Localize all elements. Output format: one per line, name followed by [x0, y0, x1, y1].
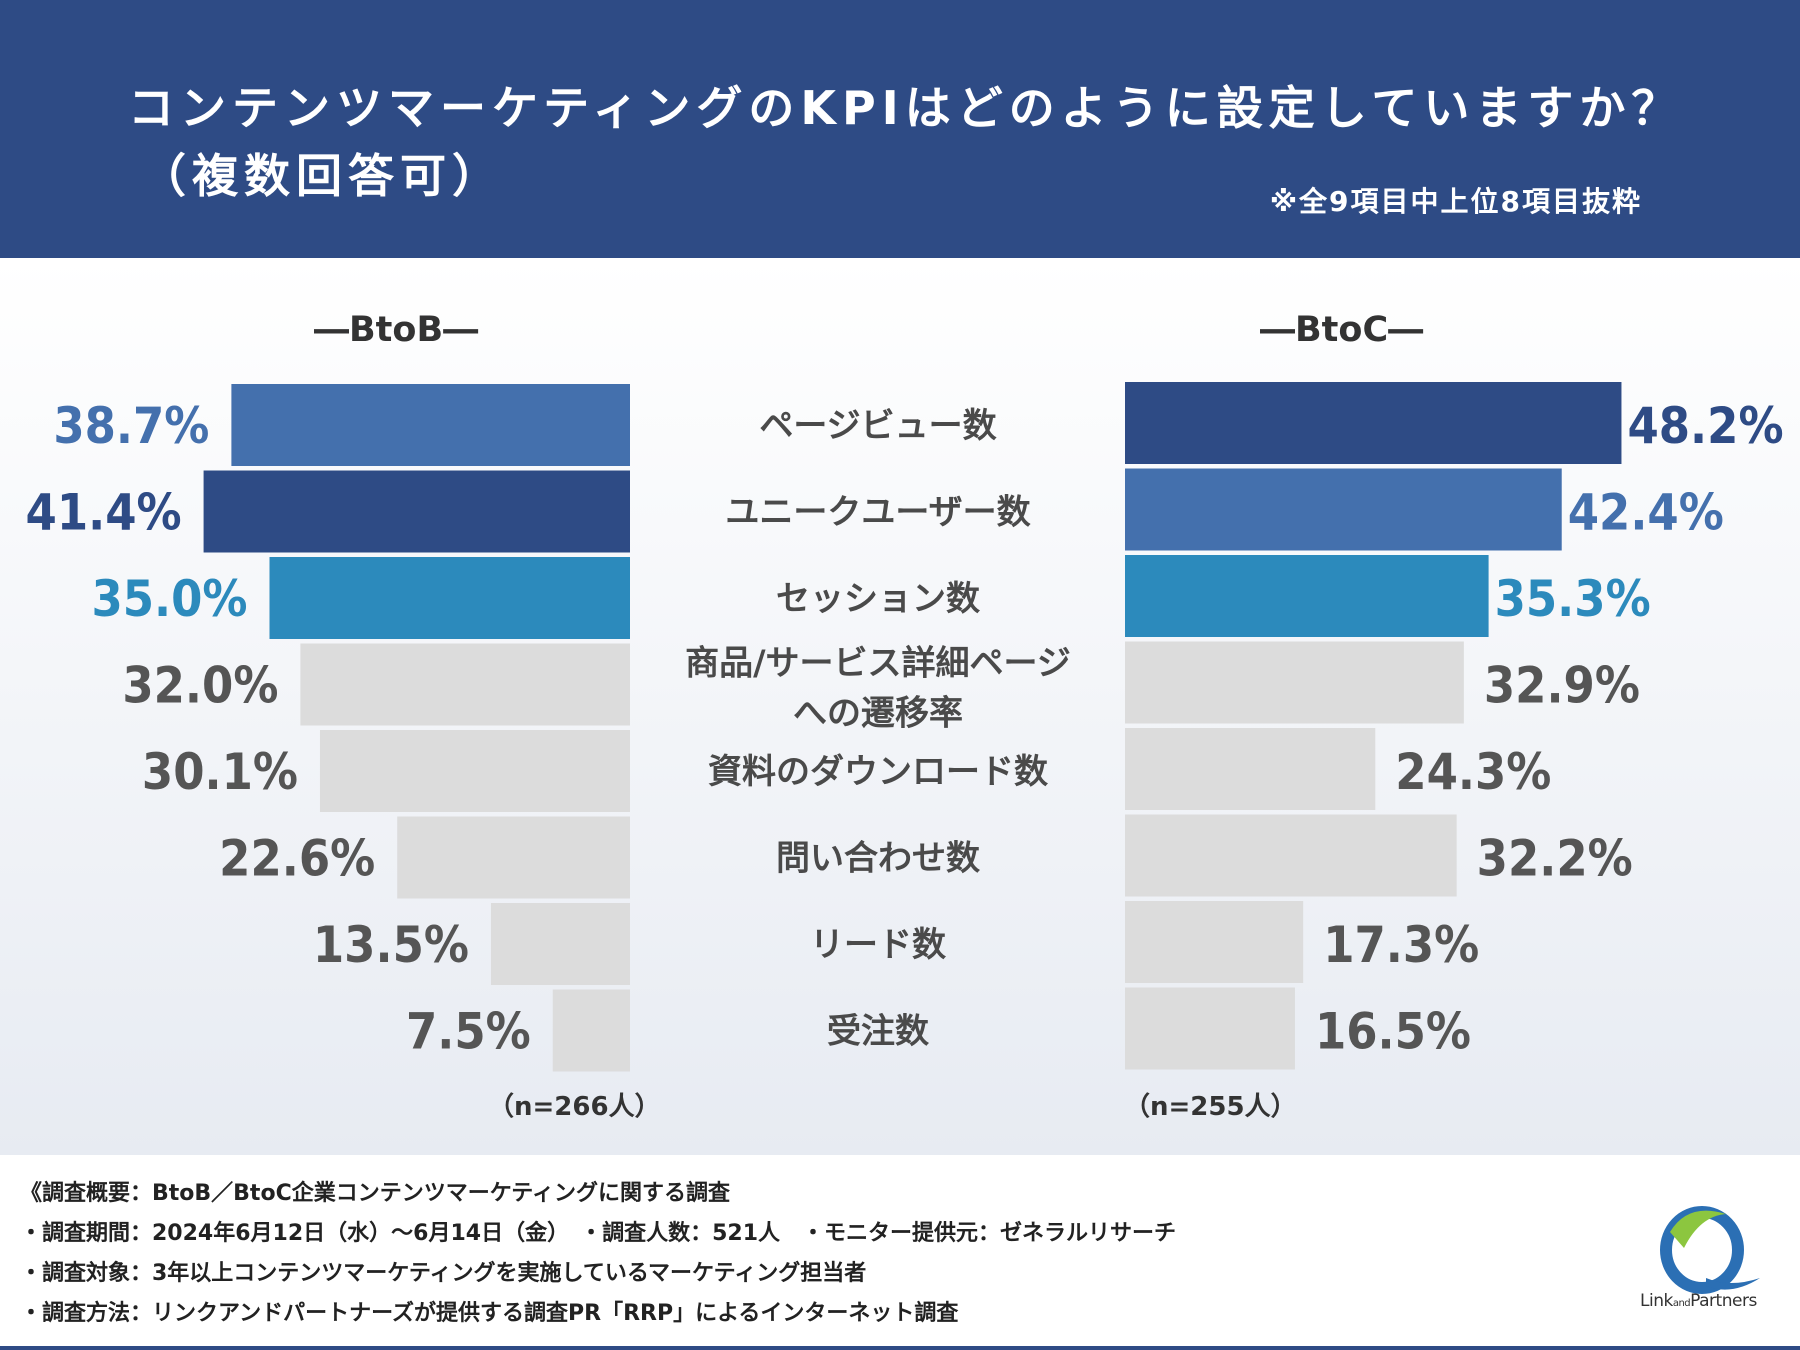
btob-bar: [397, 816, 630, 899]
btoc-value-label: 16.5%: [1315, 1003, 1471, 1061]
chart-subtitle: （複数回答可）: [140, 149, 504, 203]
btoc-value-label: 32.2%: [1477, 830, 1633, 888]
btob-value-label: 35.0%: [91, 570, 247, 628]
btoc-bar: [1125, 468, 1562, 551]
btoc-value-label: 35.3%: [1495, 570, 1651, 628]
chart-title: コンテンツマーケティングのKPIはどのように設定していますか？: [128, 81, 1684, 135]
category-label-line: 商品/サービス詳細ページ: [685, 644, 1071, 684]
btoc-bar: [1125, 728, 1376, 810]
btob-value-label: 22.6%: [219, 830, 375, 888]
bottom-rule: [0, 1346, 1800, 1350]
btoc-bar: [1125, 641, 1464, 724]
btoc-value-label: 17.3%: [1323, 916, 1479, 974]
btob-sample-size: （n=266人）: [488, 1092, 661, 1122]
btob-bar: [231, 384, 630, 466]
btob-bar: [552, 989, 630, 1072]
btob-value-label: 30.1%: [142, 743, 298, 801]
footer-line-method: ・調査方法：リンクアンドパートナーズが提供する調査PR「RRP」によるインターネ…: [20, 1301, 959, 1326]
footer-line-period: ・調査期間：2024年6月12日（水）～6月14日（金） ・調査人数：521人 …: [20, 1221, 1177, 1246]
btob-bar: [490, 903, 630, 985]
category-label: 問い合わせ数: [776, 839, 980, 879]
btob-bar: [203, 470, 630, 553]
category-label: リード数: [810, 925, 946, 965]
btoc-value-label: 32.9%: [1484, 657, 1640, 715]
category-label: ユニークユーザー数: [725, 493, 1030, 533]
category-label: ページビュー数: [759, 406, 996, 446]
category-label: 資料のダウンロード数: [708, 752, 1048, 792]
btob-bar: [319, 730, 630, 812]
btob-bar: [269, 557, 630, 639]
btoc-value-label: 24.3%: [1395, 743, 1551, 801]
footer-line-target: ・調査対象：3年以上コンテンツマーケティングを実施しているマーケティング担当者: [20, 1261, 867, 1286]
btoc-heading: ―BtoC―: [1260, 310, 1424, 350]
btob-value-label: 41.4%: [26, 484, 182, 542]
btob-value-label: 7.5%: [406, 1003, 531, 1061]
category-label: 受注数: [827, 1012, 929, 1052]
btoc-bar: [1125, 987, 1295, 1070]
butterfly-bar-chart: 38.7% 48.2% ページビュー数 41.4% 42.4% ユニークユーザー数 35.0…: [26, 382, 1784, 1072]
category-label-line: への遷移率: [793, 694, 963, 734]
btob-value-label: 38.7%: [53, 397, 209, 455]
category-label: 商品/サービス詳細ページへの遷移率: [685, 644, 1071, 734]
btob-bar: [300, 643, 630, 726]
btoc-bar: [1125, 555, 1489, 637]
company-logo-text: LinkandPartners: [1640, 1291, 1757, 1311]
survey-footer: 《調査概要：BtoB／BtoC企業コンテンツマーケティングに関する調査 ・調査期…: [0, 1155, 1800, 1350]
note-text: ※全9項目中上位8項目抜粋: [1269, 185, 1642, 218]
btob-value-label: 32.0%: [122, 657, 278, 715]
btoc-value-label: 42.4%: [1568, 484, 1724, 542]
category-label: セッション数: [776, 579, 980, 619]
company-logo-icon: [1660, 1206, 1760, 1294]
btoc-sample-size: （n=255人）: [1124, 1092, 1297, 1122]
btob-heading: ―BtoB―: [314, 310, 479, 350]
header-banner: コンテンツマーケティングのKPIはどのように設定していますか？ （複数回答可） …: [0, 0, 1800, 258]
btoc-bar: [1125, 382, 1622, 464]
btob-value-label: 13.5%: [313, 916, 469, 974]
btoc-value-label: 48.2%: [1627, 397, 1783, 455]
btoc-bar: [1125, 814, 1457, 897]
footer-line-overview: 《調査概要：BtoB／BtoC企業コンテンツマーケティングに関する調査: [20, 1181, 730, 1206]
btoc-bar: [1125, 901, 1304, 983]
